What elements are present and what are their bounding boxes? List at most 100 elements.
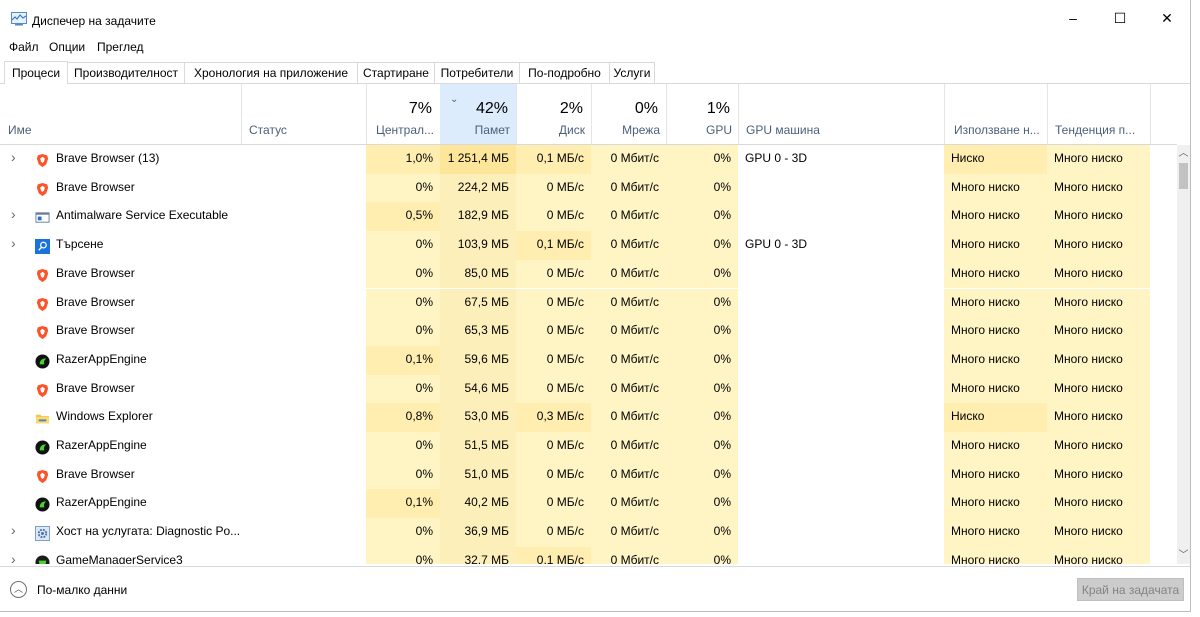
- gpu-engine-cell: [738, 317, 944, 346]
- menu-options[interactable]: Опции: [49, 40, 86, 54]
- maximize-button[interactable]: ☐: [1113, 9, 1127, 26]
- power-trend-cell: Много ниско: [1047, 546, 1150, 564]
- process-name: Търсене: [56, 237, 104, 252]
- razer-icon: [35, 495, 50, 512]
- antimalware-icon: [35, 208, 50, 224]
- table-row[interactable]: Brave Browser 0% 224,2 МБ 0 МБ/с 0 Мбит/с 0% М…: [0, 173, 1177, 203]
- memory-cell: 103,9 МБ: [440, 231, 516, 260]
- power-usage-cell: Ниско: [944, 145, 1047, 174]
- tab-performance[interactable]: Производителност: [67, 62, 185, 83]
- cpu-cell: 0,1%: [366, 489, 440, 519]
- memory-cell: 224,2 МБ: [440, 173, 516, 203]
- gpu-cell: 0%: [666, 432, 738, 461]
- table-row[interactable]: › Antimalware Service Executable 0,5% 182,9…: [0, 202, 1177, 232]
- table-row[interactable]: › Търсене 0% 103,9 МБ 0,1 МБ/с 0 Мбит/с 0% GPU …: [0, 231, 1177, 260]
- scroll-up-icon[interactable]: ︿: [1178, 148, 1189, 159]
- tab-processes[interactable]: Процеси: [4, 61, 68, 84]
- network-cell: 0 Мбит/с: [591, 403, 666, 432]
- scroll-down-icon[interactable]: ﹀: [1178, 550, 1189, 561]
- network-cell: 0 Мбит/с: [591, 374, 666, 404]
- power-usage-cell: Много ниско: [944, 432, 1047, 461]
- gpu-total: 1%: [706, 100, 730, 117]
- gear-icon: [35, 524, 50, 542]
- disk-total: 2%: [559, 100, 583, 117]
- expand-chevron-icon[interactable]: ›: [11, 149, 16, 165]
- power-trend-cell: Много ниско: [1047, 317, 1150, 346]
- col-gpu[interactable]: 1% GPU: [666, 84, 739, 144]
- expand-chevron-icon[interactable]: ›: [11, 206, 16, 223]
- gpu-cell: 0%: [666, 145, 738, 174]
- tab-details[interactable]: По-подробно: [519, 62, 610, 83]
- razer-icon: [35, 352, 50, 369]
- minimize-button[interactable]: –: [1069, 10, 1077, 26]
- col-network-label: Мрежа: [622, 123, 660, 137]
- status-cell: [241, 145, 366, 174]
- col-power-usage[interactable]: Използване н...: [944, 84, 1048, 144]
- table-row[interactable]: Brave Browser 0% 85,0 МБ 0 МБ/с 0 Мбит/с 0% Мн…: [0, 259, 1177, 289]
- expand-chevron-icon[interactable]: ›: [11, 235, 16, 252]
- table-row[interactable]: Brave Browser 0% 51,0 МБ 0 МБ/с 0 Мбит/с 0% Мн…: [0, 460, 1177, 490]
- process-name: Windows Explorer: [56, 409, 153, 424]
- table-row[interactable]: Brave Browser 0% 54,6 МБ 0 МБ/с 0 Мбит/с 0% Мн…: [0, 374, 1177, 404]
- table-row[interactable]: › Brave Browser (13) 1,0% 1 251,4 МБ 0,1 МБ/…: [0, 145, 1177, 174]
- memory-cell: 36,9 МБ: [440, 518, 516, 547]
- cpu-cell: 0%: [366, 288, 440, 318]
- chevron-up-circle-icon[interactable]: ︿: [10, 581, 27, 598]
- vertical-scrollbar[interactable]: ︿ ﹀: [1177, 145, 1190, 564]
- tab-users[interactable]: Потребители: [434, 62, 520, 83]
- disk-cell: 0 МБ/с: [516, 489, 591, 519]
- col-power-trend[interactable]: Тенденция п...: [1047, 84, 1151, 144]
- cpu-cell: 0,1%: [366, 345, 440, 375]
- process-name: RazerAppEngine: [56, 351, 147, 366]
- power-usage-cell: Много ниско: [944, 202, 1047, 232]
- tab-app-history[interactable]: Хронология на приложение: [184, 62, 358, 83]
- power-trend-cell: Много ниско: [1047, 231, 1150, 260]
- table-row[interactable]: Brave Browser 0% 67,5 МБ 0 МБ/с 0 Мбит/с 0% Мн…: [0, 288, 1177, 318]
- col-cpu[interactable]: 7% Централ...: [366, 84, 441, 144]
- gpu-engine-cell: [738, 374, 944, 404]
- cpu-cell: 0%: [366, 432, 440, 461]
- table-row[interactable]: RazerAppEngine 0,1% 40,2 МБ 0 МБ/с 0 Мбит/с 0…: [0, 489, 1177, 519]
- col-name[interactable]: Име: [0, 84, 242, 144]
- fewer-details-link[interactable]: По-малко данни: [37, 583, 128, 597]
- table-row[interactable]: › Хост на услугата: Diagnostic Po... 0% 36,…: [0, 518, 1177, 547]
- col-network[interactable]: 0% Мрежа: [591, 84, 667, 144]
- table-row[interactable]: Brave Browser 0% 65,3 МБ 0 МБ/с 0 Мбит/с 0% Мн…: [0, 317, 1177, 346]
- col-status[interactable]: Статус: [241, 84, 367, 144]
- cpu-cell: 0%: [366, 518, 440, 547]
- power-usage-cell: Много ниско: [944, 231, 1047, 260]
- status-cell: [241, 403, 366, 432]
- expand-chevron-icon[interactable]: ›: [11, 522, 16, 539]
- memory-cell: 85,0 МБ: [440, 259, 516, 289]
- status-cell: [241, 174, 366, 203]
- menu-file[interactable]: Файл: [9, 40, 39, 54]
- table-row[interactable]: RazerAppEngine 0% 51,5 МБ 0 МБ/с 0 Мбит/с 0% М…: [0, 432, 1177, 461]
- brave-icon: [35, 151, 50, 168]
- tab-startup[interactable]: Стартиране: [357, 62, 435, 83]
- end-task-button[interactable]: Край на задачата: [1077, 578, 1184, 601]
- process-name-cell: Brave Browser: [0, 174, 241, 203]
- table-row[interactable]: Windows Explorer 0,8% 53,0 МБ 0,3 МБ/с 0 Мби…: [0, 403, 1177, 432]
- process-name-cell: RazerAppEngine: [0, 432, 241, 461]
- col-memory[interactable]: ⌄ 42% Памет: [440, 84, 517, 144]
- power-usage-cell: Много ниско: [944, 345, 1047, 375]
- expand-chevron-icon[interactable]: ›: [11, 550, 16, 564]
- col-power-usage-label: Използване н...: [954, 123, 1040, 137]
- power-trend-cell: Много ниско: [1047, 460, 1150, 490]
- cpu-cell: 0%: [366, 460, 440, 490]
- tab-services[interactable]: Услуги: [609, 62, 655, 83]
- tab-strip: Процеси Производителност Хронология на п…: [0, 61, 1190, 84]
- col-gpu-engine[interactable]: GPU машина: [738, 84, 945, 144]
- status-cell: [241, 461, 366, 490]
- close-button[interactable]: ✕: [1161, 9, 1173, 26]
- table-row[interactable]: RazerAppEngine 0,1% 59,6 МБ 0 МБ/с 0 Мбит/с 0…: [0, 345, 1177, 375]
- scroll-thumb[interactable]: [1179, 163, 1188, 189]
- process-name: GameManagerService3: [56, 552, 183, 564]
- power-trend-cell: Много ниско: [1047, 145, 1150, 174]
- table-row[interactable]: › GameManagerService3 0% 32,7 МБ 0,1 МБ/с 0 М…: [0, 546, 1177, 564]
- gpu-cell: 0%: [666, 259, 738, 289]
- menu-view[interactable]: Преглед: [97, 40, 144, 54]
- power-trend-cell: Много ниско: [1047, 173, 1150, 203]
- gpu-engine-cell: [738, 460, 944, 490]
- col-disk[interactable]: 2% Диск: [516, 84, 592, 144]
